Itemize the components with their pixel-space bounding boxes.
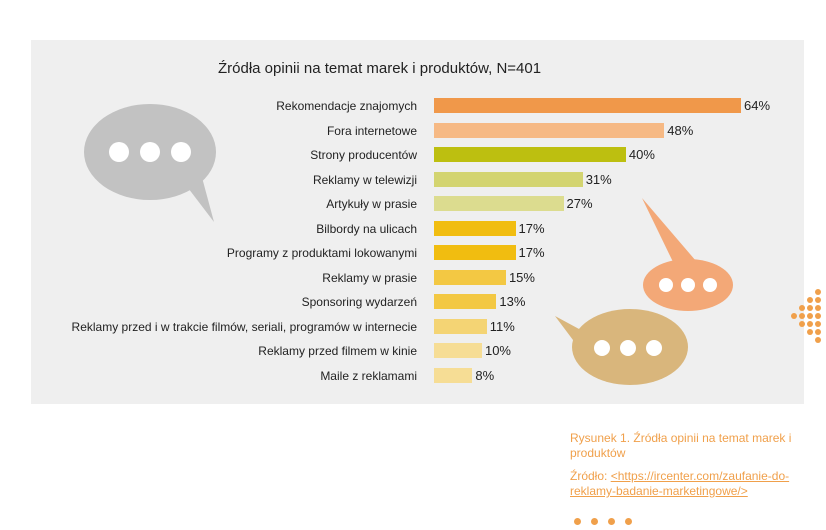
category-label: Reklamy przed filmem w kinie	[258, 344, 417, 358]
value-label: 40%	[628, 147, 655, 162]
category-label: Sponsoring wydarzeń	[301, 295, 417, 309]
tan-speech-bubble-icon	[555, 309, 688, 385]
figure-caption: Rysunek 1. Źródła opinii na temat marek …	[570, 431, 800, 499]
value-label: 10%	[484, 343, 511, 358]
bar	[434, 220, 516, 236]
bar	[434, 318, 487, 334]
value-label: 11%	[489, 318, 515, 334]
value-label: 17%	[518, 245, 545, 260]
source-prefix: Źródło:	[570, 469, 611, 483]
category-label: Strony producentów	[310, 148, 417, 162]
category-label: Maile z reklamami	[320, 368, 417, 383]
value-label: 8%	[475, 367, 495, 383]
orange-dot-grid-icon	[791, 289, 821, 343]
bar	[434, 98, 741, 113]
category-label: Reklamy przed i w trakcie filmów, serial…	[71, 319, 417, 334]
bar	[434, 245, 516, 260]
value-label: 48%	[667, 122, 694, 138]
chart-title: Źródła opinii na temat marek i produktów…	[218, 60, 542, 77]
source-line: Źródło: <https://ircenter.com/zaufanie-d…	[570, 469, 800, 499]
source-link[interactable]: <https://ircenter.com/zaufanie-do-reklam…	[570, 469, 790, 498]
orange-speech-bubble-icon	[642, 198, 733, 311]
bar	[434, 122, 665, 138]
category-label: Artykuły w prasie	[326, 197, 417, 211]
bar	[434, 171, 583, 187]
category-label: Programy z produktami lokowanymi	[226, 246, 417, 260]
category-label: Fora internetowe	[326, 123, 417, 138]
bar	[434, 367, 473, 383]
category-label: Reklamy w prasie	[322, 270, 417, 285]
value-label: 31%	[585, 171, 612, 187]
bar	[434, 147, 626, 162]
value-label: 64%	[744, 98, 771, 113]
category-label: Rekomendacje znajomych	[276, 99, 417, 113]
bar	[434, 269, 506, 285]
gray-speech-bubble-icon	[84, 104, 216, 222]
bar	[434, 294, 497, 309]
category-label: Reklamy w telewizji	[312, 172, 417, 187]
value-label: 13%	[499, 294, 526, 309]
bar	[434, 343, 482, 358]
orange-dots-icon	[574, 512, 642, 530]
figure-caption-text: Rysunek 1. Źródła opinii na temat marek …	[570, 431, 792, 460]
value-label: 17%	[518, 220, 545, 236]
bar	[434, 196, 564, 211]
value-label: 27%	[566, 196, 593, 211]
category-label: Bilbordy na ulicach	[316, 221, 417, 236]
value-label: 15%	[508, 269, 535, 285]
